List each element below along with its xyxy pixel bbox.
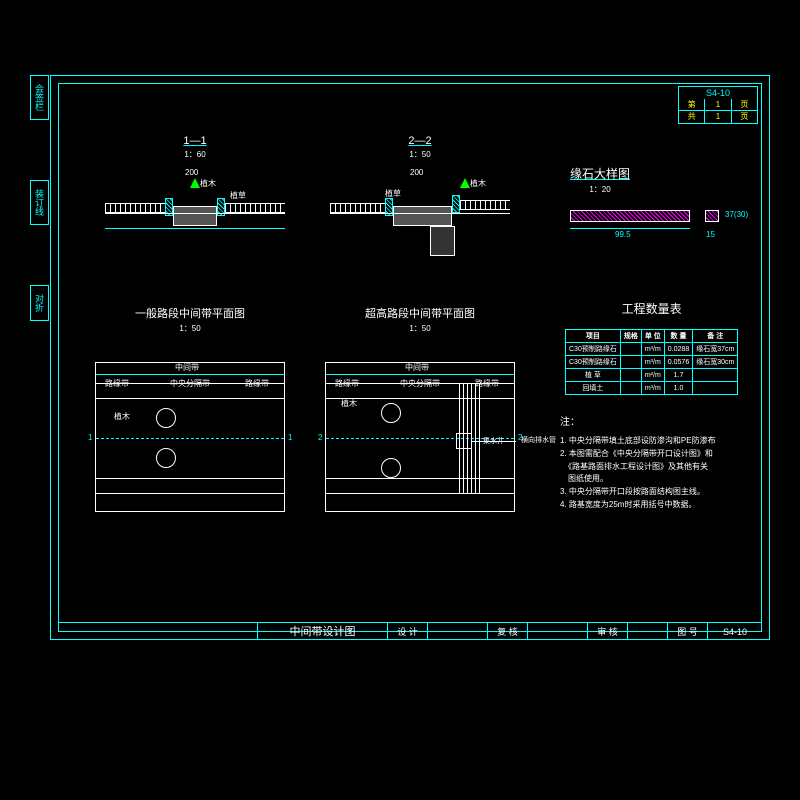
note-item: 3. 中央分隔带开口段按路面结构图主线。 [560,486,755,499]
tree-icon [460,178,470,188]
plan1-scale: 1：50 [95,323,285,334]
curb-scale: 1：20 [570,184,630,195]
design-label: 设 计 [388,623,428,640]
note-item: 《路基路面排水工程设计图》及其他有关 [560,461,755,474]
plan1-title: 一般路段中间带平面图 [95,305,285,321]
curb-detail: 缘石大样图 1：20 99.5 37(30) 15 [570,165,630,250]
curb-main-rect [570,210,690,222]
section-1-1: 1—1 1：60 200 植木 植草 [105,135,285,248]
tree-plan-icon [381,403,401,423]
plan2-scale: 1：50 [325,323,515,334]
tab-sign: 会签栏 [30,75,49,120]
tab-bind: 装订线 [30,180,49,225]
check-label: 复 核 [488,623,528,640]
notes-title: 注： [560,415,755,431]
tab-fold: 对折 [30,285,49,321]
drawing-num-label: 图 号 [668,623,708,640]
note-item: 1. 中央分隔带填土底部设防渗沟和PE防渗布 [560,435,755,448]
catch-basin [456,433,472,449]
curb-title: 缘石大样图 [570,165,630,182]
curb-end-rect [705,210,719,222]
plan2-title: 超高路段中间带平面图 [325,305,515,321]
plan-view-1: 一般路段中间带平面图 1：50 中间带 路缘带 中央分隔带 路缘带 植木 1 1 [95,305,285,512]
drawing-title: 中间带设计图 [258,623,388,640]
tree-plan-icon [381,458,401,478]
table-row: C30预制路缘石m³/m0.0576缘石宽30cm [566,356,738,369]
title-block: 中间带设计图 设 计 复 核 审 核 图 号 S4-10 [58,622,762,640]
table-row: 回填土m³/m1.0 [566,382,738,395]
approve-label: 审 核 [588,623,628,640]
section-2-2-scale: 1：50 [330,149,510,160]
section-1-1-title: 1—1 [105,135,285,147]
plan-view-2: 超高路段中间带平面图 1：50 中间带 路缘带 中央分隔带 路缘带 植木 集水井… [325,305,515,512]
tree-plan-icon [156,408,176,428]
table-row: 植 草m²/m1.7 [566,369,738,382]
table-row: C30预制路缘石m³/m0.0288缘石宽37cm [566,343,738,356]
table-header-row: 项目 规格 单 位 数 量 备 注 [566,330,738,343]
section-2-2-title: 2—2 [330,135,510,147]
notes-section: 注： 1. 中央分隔带填土底部设防渗沟和PE防渗布 2. 本图需配合《中央分隔带… [560,415,755,512]
note-item: 4. 路基宽度为25m时采用括号中数据。 [560,499,755,512]
tree-icon [190,178,200,188]
qty-table-section: 工程数量表 项目 规格 单 位 数 量 备 注 C30预制路缘石m³/m0.02… [565,300,738,395]
drawing-num: S4-10 [708,623,762,640]
note-item: 2. 本图需配合《中央分隔带开口设计图》和 [560,448,755,461]
tree-plan-icon [156,448,176,468]
qty-table: 项目 规格 单 位 数 量 备 注 C30预制路缘石m³/m0.0288缘石宽3… [565,329,738,395]
qty-title: 工程数量表 [565,300,738,317]
drawing-id: S4-10 [679,87,757,99]
note-item: 图纸使用。 [560,473,755,486]
binding-tabs: 会签栏 装订线 对折 [30,75,50,640]
drawing-id-box: S4-10 第 1 页 共 1 页 [678,86,758,124]
section-2-2: 2—2 1：50 200 植草 植木 [330,135,510,248]
section-1-1-scale: 1：60 [105,149,285,160]
